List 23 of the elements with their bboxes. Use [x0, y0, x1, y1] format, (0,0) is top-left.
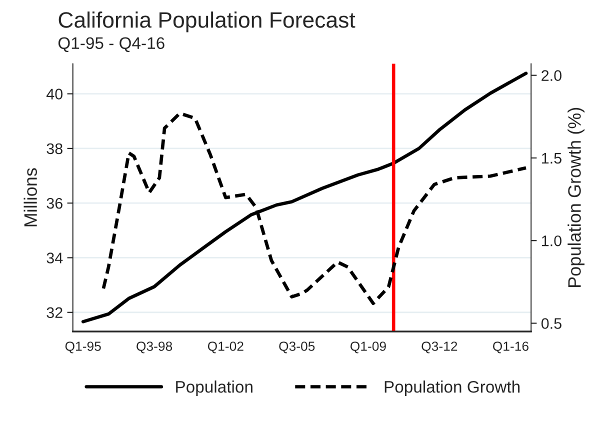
x-tick-label: Q3-12: [422, 342, 458, 354]
y-tick-label: 36: [46, 198, 62, 209]
y2-tick-label: 2.0: [542, 70, 562, 82]
y-axis-title: Millions: [24, 168, 37, 226]
x-tick-label: Q1-02: [208, 342, 244, 354]
y2-tick-label: 0.5: [541, 318, 562, 329]
x-tick-label: Q3-98: [136, 342, 172, 354]
x-tick-label: Q3-05: [279, 342, 315, 354]
chart-subtitle: Q1-95 - Q4-16: [58, 37, 164, 52]
y-tick-label: 38: [46, 143, 62, 154]
y2-axis-title: Population Growth (%): [568, 108, 584, 287]
legend-label: Population Growth: [384, 380, 520, 396]
y-tick-label: 32: [46, 307, 62, 318]
legend-label: Population: [176, 380, 252, 396]
x-tick-label: Q1-95: [65, 342, 101, 354]
y-tick-label: 40: [46, 88, 63, 100]
chart-title: California Population Forecast: [58, 12, 356, 32]
line-series: [81, 72, 528, 324]
x-tick-label: Q1-16: [493, 342, 528, 354]
x-tick-label: Q1-09: [350, 342, 386, 354]
y2-tick-label: 1.5: [542, 152, 562, 164]
y2-tick-label: 1.0: [542, 235, 562, 246]
y-tick-label: 34: [46, 252, 63, 264]
